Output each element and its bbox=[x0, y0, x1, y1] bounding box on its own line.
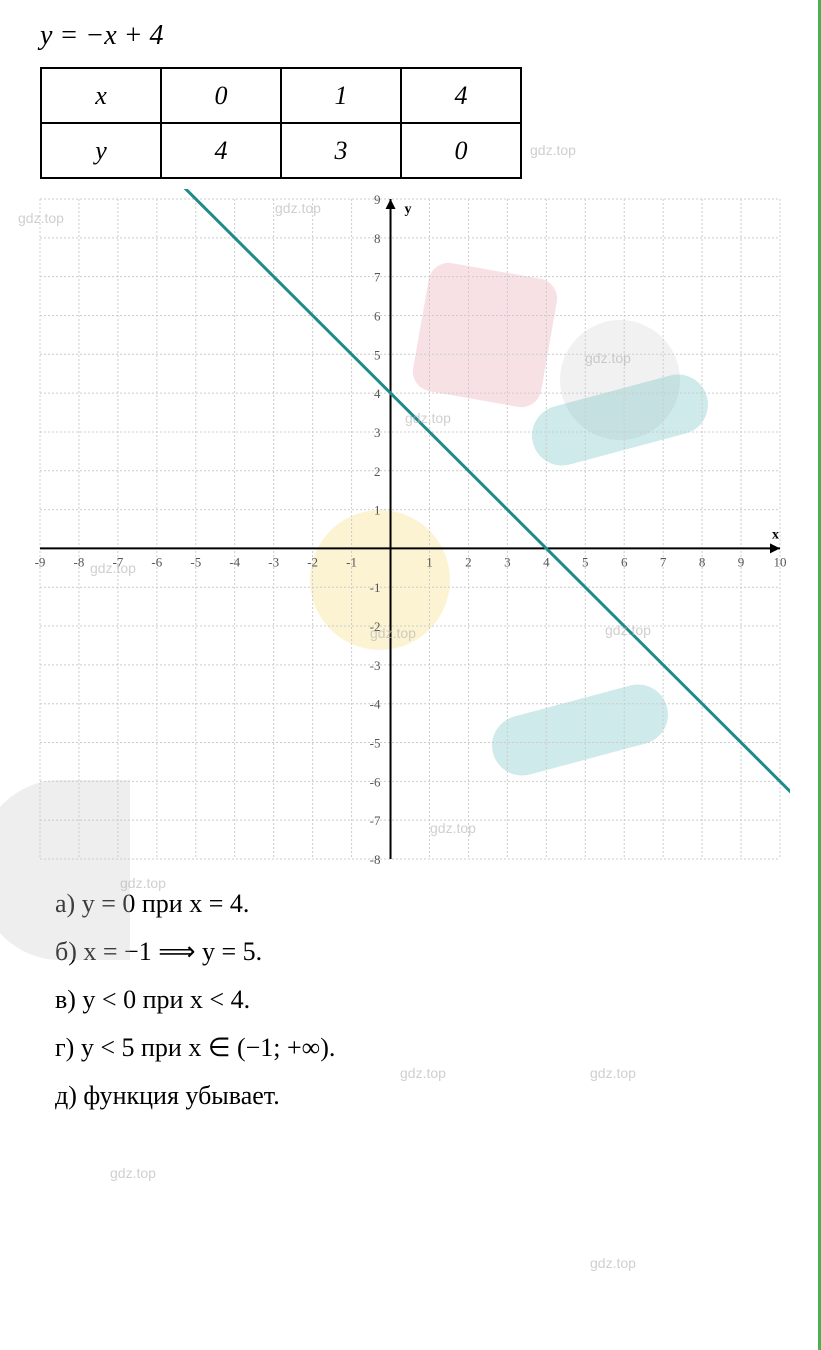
svg-text:9: 9 bbox=[738, 554, 745, 569]
svg-text:5: 5 bbox=[374, 347, 381, 362]
table-cell: y bbox=[41, 123, 161, 178]
watermark-text: gdz.top bbox=[370, 625, 416, 641]
watermark-text: gdz.top bbox=[590, 1065, 636, 1081]
xy-table: x 0 1 4 y 4 3 0 bbox=[40, 67, 522, 179]
svg-text:6: 6 bbox=[374, 308, 381, 323]
answer-e: д) функция убывает. bbox=[55, 1081, 788, 1111]
equation-text: y = −x + 4 bbox=[40, 20, 788, 52]
watermark-text: gdz.top bbox=[400, 1065, 446, 1081]
watermark-text: gdz.top bbox=[585, 350, 631, 366]
svg-text:-5: -5 bbox=[370, 736, 381, 751]
svg-text:6: 6 bbox=[621, 554, 628, 569]
answer-c: в) y < 0 при x < 4. bbox=[55, 985, 788, 1015]
answer-b: б) x = −1 ⟹ y = 5. bbox=[55, 937, 788, 967]
svg-text:-9: -9 bbox=[35, 554, 46, 569]
watermark-text: gdz.top bbox=[275, 200, 321, 216]
svg-text:-1: -1 bbox=[370, 580, 381, 595]
svg-text:8: 8 bbox=[374, 231, 381, 246]
watermark-text: gdz.top bbox=[605, 622, 651, 638]
watermark-text: gdz.top bbox=[18, 210, 64, 226]
svg-text:-4: -4 bbox=[229, 554, 240, 569]
svg-text:9: 9 bbox=[374, 192, 381, 207]
svg-text:-3: -3 bbox=[370, 658, 381, 673]
svg-text:2: 2 bbox=[374, 464, 381, 479]
watermark-text: gdz.top bbox=[530, 142, 576, 158]
chart-container: -9-8-7-6-5-4-3-2-112345678910-8-7-6-5-4-… bbox=[30, 189, 790, 869]
watermark-text: gdz.top bbox=[430, 820, 476, 836]
table-cell: 3 bbox=[281, 123, 401, 178]
svg-text:7: 7 bbox=[374, 270, 381, 285]
table-cell: 4 bbox=[401, 68, 521, 123]
svg-text:2: 2 bbox=[465, 554, 472, 569]
svg-text:1: 1 bbox=[426, 554, 433, 569]
table-cell: 4 bbox=[161, 123, 281, 178]
svg-text:-3: -3 bbox=[268, 554, 279, 569]
svg-text:-4: -4 bbox=[370, 697, 381, 712]
svg-text:4: 4 bbox=[543, 554, 550, 569]
svg-text:10: 10 bbox=[774, 554, 787, 569]
svg-text:-2: -2 bbox=[307, 554, 318, 569]
watermark-text: gdz.top bbox=[120, 875, 166, 891]
svg-text:3: 3 bbox=[504, 554, 511, 569]
svg-text:-8: -8 bbox=[74, 554, 85, 569]
answer-d: г) y < 5 при x ∈ (−1; +∞). bbox=[55, 1033, 788, 1063]
line-chart: -9-8-7-6-5-4-3-2-112345678910-8-7-6-5-4-… bbox=[30, 189, 790, 869]
svg-text:7: 7 bbox=[660, 554, 667, 569]
svg-text:3: 3 bbox=[374, 425, 381, 440]
svg-text:4: 4 bbox=[374, 386, 381, 401]
watermark-text: gdz.top bbox=[90, 560, 136, 576]
svg-text:-7: -7 bbox=[370, 813, 381, 828]
svg-text:8: 8 bbox=[699, 554, 706, 569]
table-cell: 0 bbox=[161, 68, 281, 123]
svg-text:1: 1 bbox=[374, 503, 381, 518]
svg-text:5: 5 bbox=[582, 554, 589, 569]
svg-text:-8: -8 bbox=[370, 852, 381, 867]
table-row: y 4 3 0 bbox=[41, 123, 521, 178]
svg-text:-1: -1 bbox=[346, 554, 357, 569]
svg-text:-6: -6 bbox=[151, 554, 162, 569]
svg-text:y: y bbox=[405, 202, 412, 217]
watermark-text: gdz.top bbox=[590, 1255, 636, 1271]
table-row: x 0 1 4 bbox=[41, 68, 521, 123]
svg-text:x: x bbox=[772, 527, 779, 542]
table-cell: x bbox=[41, 68, 161, 123]
watermark-text: gdz.top bbox=[405, 410, 451, 426]
table-cell: 0 bbox=[401, 123, 521, 178]
svg-text:-5: -5 bbox=[190, 554, 201, 569]
table-cell: 1 bbox=[281, 68, 401, 123]
watermark-text: gdz.top bbox=[110, 1165, 156, 1181]
answer-a: а) y = 0 при x = 4. bbox=[55, 889, 788, 919]
svg-text:-6: -6 bbox=[370, 774, 381, 789]
